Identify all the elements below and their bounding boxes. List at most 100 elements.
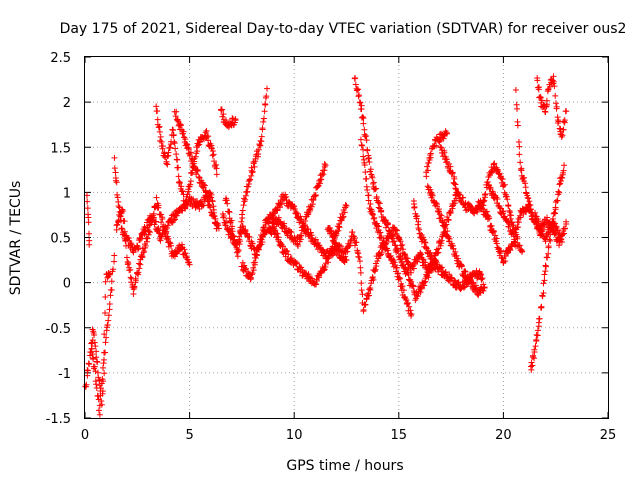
data-point [359,291,366,298]
data-point [238,263,245,270]
data-point [355,86,362,93]
data-point [94,359,101,366]
data-point [259,239,266,246]
data-point [141,248,148,255]
data-point [486,215,493,222]
data-point [400,287,407,294]
data-point [369,208,376,215]
data-point [544,214,551,221]
data-point [169,126,176,133]
plot-frame [84,56,609,419]
data-point [239,211,246,218]
data-point [452,248,459,255]
data-point [378,233,385,240]
data-point [313,277,320,284]
data-point [479,204,486,211]
data-point [242,265,249,272]
data-point [172,216,179,223]
data-point [504,196,511,203]
data-point [427,186,434,193]
data-point [340,213,347,220]
data-point [433,200,440,207]
data-point [445,217,452,224]
data-point [404,255,411,262]
data-point [156,128,163,135]
data-point [130,249,137,256]
data-point [352,81,359,88]
data-point [551,209,558,216]
data-point [421,282,428,289]
data-point [258,133,265,140]
data-point [528,359,535,366]
data-point [563,108,570,115]
data-point [102,309,109,316]
data-point [376,200,383,207]
data-point [545,244,552,251]
data-point [183,200,190,207]
data-point [190,160,197,167]
data-point [228,217,235,224]
data-point [102,278,109,285]
data-point [480,202,487,209]
data-point [170,127,177,134]
data-point [451,180,458,187]
data-point [293,260,300,267]
data-point [139,254,146,261]
data-point [436,211,443,218]
data-point [319,172,326,179]
data-point [210,151,217,158]
data-point [179,188,186,195]
data-point [92,343,99,350]
data-point [316,274,323,281]
data-point [535,218,542,225]
data-point [220,111,227,118]
data-point [186,261,193,268]
data-point [114,191,121,198]
data-point [552,100,559,107]
data-point [518,165,525,172]
data-point [180,128,187,135]
data-point [246,234,253,241]
data-point [506,221,513,228]
data-point [321,161,328,168]
data-point [111,258,118,265]
data-point [363,175,370,182]
data-point [534,332,541,339]
data-point [185,145,192,152]
data-point [177,122,184,129]
data-point [335,248,342,255]
data-point [188,155,195,162]
data-point [176,180,183,187]
data-point [237,224,244,231]
data-point [354,249,361,256]
data-point [130,286,137,293]
data-point [541,271,548,278]
data-point [127,266,134,273]
data-point [308,232,315,239]
data-point [142,242,149,249]
data-point [559,174,566,181]
data-point [397,238,404,245]
data-point [229,223,236,230]
data-point [115,203,122,210]
data-point [407,307,414,314]
data-point [492,232,499,239]
data-point [207,204,214,211]
data-point [283,193,290,200]
data-point [297,216,304,223]
data-point [481,284,488,291]
data-point [192,153,199,160]
data-point [105,312,112,319]
data-point [396,274,403,281]
data-point [489,169,496,176]
y-tick-label: 1.5 [50,141,71,156]
data-point [213,165,220,172]
data-point [249,240,256,247]
data-point [533,338,540,345]
data-point [462,268,469,275]
data-point [490,227,497,234]
data-point [480,287,487,294]
data-point [433,142,440,149]
data-point [510,222,517,229]
data-point [173,151,180,158]
